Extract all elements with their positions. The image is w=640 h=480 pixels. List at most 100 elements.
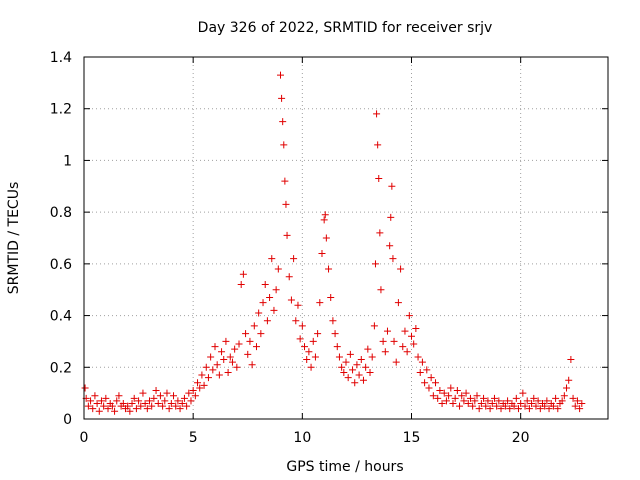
data-point [563, 384, 571, 392]
data-point [180, 394, 188, 402]
x-tick-label: 15 [403, 430, 421, 446]
data-point [368, 353, 376, 361]
data-point [373, 110, 381, 118]
data-point [128, 399, 136, 407]
data-point [506, 405, 514, 413]
data-point [235, 340, 243, 348]
data-point [161, 397, 169, 405]
y-tick-label: 1.2 [50, 102, 72, 118]
data-point [81, 384, 89, 392]
data-point [501, 402, 509, 410]
data-point [137, 402, 145, 410]
data-point [280, 141, 288, 149]
data-point [292, 317, 300, 325]
data-point [266, 293, 274, 301]
data-point [447, 384, 455, 392]
data-point [432, 379, 440, 387]
data-point [414, 353, 422, 361]
data-point [282, 200, 290, 208]
data-point [386, 242, 394, 250]
data-point [224, 368, 232, 376]
data-point [567, 356, 575, 364]
data-point [95, 407, 103, 415]
data-point [143, 405, 151, 413]
data-point [320, 216, 328, 224]
data-point [416, 368, 424, 376]
data-point [126, 407, 134, 415]
data-point [244, 350, 252, 358]
data-point [451, 394, 459, 402]
data-point [331, 330, 339, 338]
data-point [410, 340, 418, 348]
data-point [536, 405, 544, 413]
data-point [102, 394, 110, 402]
data-point [294, 301, 302, 309]
data-point [421, 379, 429, 387]
data-point [279, 118, 287, 126]
data-point [573, 397, 581, 405]
data-point [183, 402, 191, 410]
data-point [187, 397, 195, 405]
data-point [148, 402, 156, 410]
data-point [397, 265, 405, 273]
data-point [198, 371, 206, 379]
data-point [375, 175, 383, 183]
data-point [473, 392, 481, 400]
data-point [209, 366, 217, 374]
data-point [213, 361, 221, 369]
data-point [115, 392, 123, 400]
data-point [521, 402, 529, 410]
data-point [490, 394, 498, 402]
data-point [220, 356, 228, 364]
data-point [390, 337, 398, 345]
x-tick-label: 10 [293, 430, 311, 446]
data-point [200, 381, 208, 389]
data-point [252, 343, 260, 351]
data-point [554, 405, 562, 413]
data-point [307, 363, 315, 371]
data-point [194, 379, 202, 387]
data-point [97, 397, 105, 405]
data-point [141, 399, 149, 407]
data-point [152, 387, 160, 395]
data-point [196, 384, 204, 392]
data-point [211, 343, 219, 351]
data-point [270, 306, 278, 314]
data-point [392, 358, 400, 366]
data-point [159, 402, 167, 410]
data-point [403, 348, 411, 356]
data-point [257, 330, 265, 338]
data-point [281, 177, 289, 185]
data-point [231, 345, 239, 353]
data-point [429, 392, 437, 400]
data-point [362, 363, 370, 371]
data-point [329, 317, 337, 325]
y-tick-label: 0.8 [50, 205, 72, 221]
data-point [371, 260, 379, 268]
data-point [176, 405, 184, 413]
data-point [111, 407, 119, 415]
data-point [189, 387, 197, 395]
data-point [303, 356, 311, 364]
data-point [325, 265, 333, 273]
data-point [263, 317, 271, 325]
data-point [204, 374, 212, 382]
data-point [237, 281, 245, 289]
data-point [132, 405, 140, 413]
data-point [351, 379, 359, 387]
data-point [464, 399, 472, 407]
data-point [135, 397, 143, 405]
data-point [278, 94, 286, 102]
data-point [165, 405, 173, 413]
data-point [381, 348, 389, 356]
data-point [91, 392, 99, 400]
data-point [108, 402, 116, 410]
data-point [335, 353, 343, 361]
data-point [202, 363, 210, 371]
data-point [497, 405, 505, 413]
data-point [486, 405, 494, 413]
data-point [89, 405, 97, 413]
data-point [340, 368, 348, 376]
data-point [130, 394, 138, 402]
data-point [355, 371, 363, 379]
